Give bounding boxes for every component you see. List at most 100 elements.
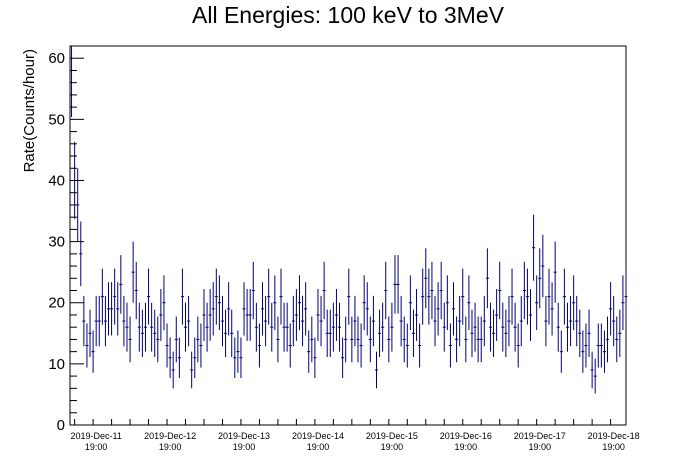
- data-point: [501, 302, 505, 352]
- data-point: [559, 330, 563, 373]
- x-tick-time: 19:00: [381, 442, 404, 452]
- data-point: [356, 316, 360, 363]
- data-point: [202, 289, 206, 341]
- data-point: [233, 337, 237, 379]
- data-point: [267, 268, 271, 325]
- data-point: [205, 302, 209, 352]
- data-point: [581, 330, 585, 373]
- data-point: [353, 295, 357, 347]
- data-point: [535, 275, 539, 331]
- data-point: [227, 282, 231, 336]
- data-point: [322, 261, 326, 320]
- data-point: [374, 351, 379, 389]
- data-point: [427, 268, 431, 325]
- data-point: [470, 309, 474, 357]
- data-point: [131, 241, 135, 303]
- data-point: [399, 295, 403, 347]
- data-point: [328, 309, 332, 357]
- data-point: [282, 302, 286, 352]
- data-point: [288, 323, 292, 368]
- data-point: [541, 234, 545, 298]
- data-point: [224, 309, 228, 357]
- y-tick-label: 20: [48, 295, 65, 312]
- data-point: [587, 309, 591, 357]
- data-point: [140, 309, 144, 357]
- data-point: [612, 295, 616, 347]
- data-point: [498, 261, 502, 320]
- data-point: [341, 337, 345, 379]
- data-point: [245, 289, 249, 341]
- data-point: [584, 323, 588, 368]
- data-point: [516, 323, 520, 368]
- data-point: [304, 282, 308, 336]
- data-point: [88, 309, 92, 357]
- data-point: [461, 268, 465, 325]
- y-axis-label: Rate(Counts/hour): [21, 49, 38, 172]
- data-point: [239, 337, 243, 379]
- data-point: [264, 295, 268, 347]
- data-point: [421, 268, 425, 325]
- data-point: [538, 248, 542, 309]
- data-point: [451, 282, 456, 336]
- x-tick-time: 19:00: [307, 442, 330, 452]
- data-point: [532, 214, 536, 281]
- data-point: [445, 275, 449, 331]
- data-point: [365, 282, 369, 336]
- data-point: [190, 351, 194, 389]
- data-point: [414, 289, 419, 341]
- data-point: [211, 282, 215, 336]
- data-point: [177, 337, 181, 379]
- data-point: [270, 302, 274, 352]
- data-point: [162, 275, 166, 331]
- data-point: [467, 275, 471, 331]
- data-point: [119, 255, 123, 314]
- data-point: [609, 282, 613, 336]
- x-tick-date: 2019-Dec-17: [514, 431, 566, 441]
- data-point: [257, 323, 261, 368]
- data-point: [307, 330, 311, 373]
- data-point: [180, 268, 184, 325]
- x-tick-time: 19:00: [602, 442, 625, 452]
- data-point: [482, 295, 486, 347]
- data-point: [519, 295, 523, 347]
- x-tick-date: 2019-Dec-16: [440, 431, 492, 441]
- data-point: [547, 268, 551, 325]
- x-tick-date: 2019-Dec-11: [70, 431, 121, 441]
- data-point: [125, 302, 129, 352]
- data-point: [159, 289, 163, 341]
- data-point: [297, 275, 302, 331]
- data-point: [362, 275, 366, 331]
- data-point: [183, 302, 188, 352]
- data-point: [495, 289, 499, 341]
- data-point: [174, 316, 178, 363]
- data-point: [94, 295, 98, 347]
- data-point: [433, 295, 437, 347]
- data-point: [387, 316, 391, 363]
- data-point: [621, 275, 625, 331]
- data-point: [153, 309, 157, 357]
- data-point: [168, 337, 172, 379]
- data-point: [556, 302, 560, 352]
- data-point: [344, 316, 348, 363]
- data-point: [485, 248, 489, 309]
- y-tick-label: 40: [48, 172, 65, 189]
- y-axis: 0 10 20 30 40 50 60: [48, 45, 84, 434]
- data-point: [448, 323, 452, 368]
- data-point: [254, 302, 258, 352]
- data-point: [436, 282, 440, 336]
- data-point: [368, 316, 372, 363]
- data-point: [371, 295, 375, 347]
- data-point: [479, 316, 483, 363]
- x-tick-time: 19:00: [159, 442, 182, 452]
- data-point: [214, 268, 218, 325]
- data-point: [316, 289, 320, 341]
- data-point: [294, 289, 298, 341]
- data-point: [251, 261, 255, 320]
- data-point: [596, 323, 600, 368]
- data-point: [378, 309, 382, 357]
